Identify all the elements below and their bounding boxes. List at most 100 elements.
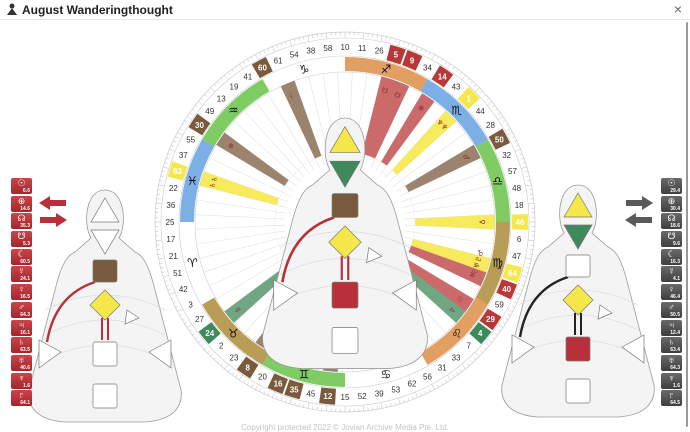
gate-number[interactable]: 2 <box>219 342 224 351</box>
gate-number[interactable]: 63 <box>173 167 182 176</box>
design-planet-earth[interactable]: ⊕14.6 <box>11 196 32 212</box>
gate-number[interactable]: 57 <box>508 167 517 176</box>
gate-number[interactable]: 35 <box>290 385 299 394</box>
gate-number[interactable]: 51 <box>173 269 182 278</box>
design-planet-jupiter[interactable]: ♃16.1 <box>11 320 32 336</box>
gate-number[interactable]: 11 <box>358 44 367 53</box>
gate-number[interactable]: 54 <box>290 51 299 60</box>
personality-planet-mercury[interactable]: ☿4.1 <box>661 266 682 282</box>
gate-number[interactable]: 29 <box>486 315 495 324</box>
personality-planet-saturn[interactable]: ♄63.4 <box>661 337 682 353</box>
gate-number[interactable]: 59 <box>495 300 504 309</box>
gate-number[interactable]: 53 <box>391 385 400 394</box>
personality-planet-mars[interactable]: ♂50.5 <box>661 302 682 318</box>
gate-number[interactable]: 16 <box>274 380 283 389</box>
design-planet-sun[interactable]: ☉6.6 <box>11 178 32 194</box>
gate-number[interactable]: 15 <box>341 393 350 402</box>
personality-planet-venus[interactable]: ♀46.4 <box>661 284 682 300</box>
gate-number[interactable]: 26 <box>375 46 384 55</box>
gate-number[interactable]: 58 <box>323 44 332 53</box>
planet-gate-value: 60.5 <box>20 259 30 265</box>
gate-number[interactable]: 34 <box>423 64 432 73</box>
personality-planet-jupiter[interactable]: ♃12.4 <box>661 320 682 336</box>
gate-number[interactable]: 50 <box>495 136 504 145</box>
gate-number[interactable]: 23 <box>230 353 239 362</box>
design-planet-uranus[interactable]: ♅40.6 <box>11 355 32 371</box>
gate-number[interactable]: 48 <box>512 184 521 193</box>
gate-number[interactable]: 46 <box>516 218 525 227</box>
gate-number[interactable]: 13 <box>217 94 226 103</box>
gate-number[interactable]: 43 <box>452 83 461 92</box>
gate-number[interactable]: 33 <box>452 353 461 362</box>
gate-number[interactable]: 31 <box>438 364 447 373</box>
throat-center <box>93 260 117 282</box>
gate-number[interactable]: 27 <box>195 315 204 324</box>
gate-number[interactable]: 21 <box>169 252 178 261</box>
gate-number[interactable]: 38 <box>306 46 315 55</box>
gate-number[interactable]: 36 <box>166 201 175 210</box>
gate-number[interactable]: 30 <box>195 121 204 130</box>
gate-number[interactable]: 5 <box>394 51 399 60</box>
gate-number[interactable]: 20 <box>258 372 267 381</box>
gate-number[interactable]: 32 <box>502 151 511 160</box>
gate-number[interactable]: 8 <box>246 364 251 373</box>
gate-number[interactable]: 10 <box>341 43 350 52</box>
planet-gate-value: 24.1 <box>20 276 30 282</box>
gate-number[interactable]: 12 <box>323 392 332 401</box>
design-planet-south-node[interactable]: ☋5.3 <box>11 231 32 247</box>
design-planet-moon[interactable]: ☾60.5 <box>11 249 32 265</box>
personality-planet-earth[interactable]: ⊕30.4 <box>661 196 682 212</box>
gate-number[interactable]: 24 <box>205 329 214 338</box>
gate-number[interactable]: 44 <box>476 107 485 116</box>
design-planet-north-node[interactable]: ☊35.3 <box>11 213 32 229</box>
gate-number[interactable]: 1 <box>467 94 472 103</box>
gate-number[interactable]: 7 <box>467 342 472 351</box>
gate-number[interactable]: 55 <box>186 136 195 145</box>
planet-gate-value: 40.6 <box>20 365 30 371</box>
gate-number[interactable]: 3 <box>188 300 193 309</box>
gate-number[interactable]: 39 <box>375 390 384 399</box>
virgo-icon: ♍ <box>492 256 503 270</box>
mars-icon: ♂ <box>11 302 32 312</box>
personality-planet-sun[interactable]: ☉29.4 <box>661 178 682 194</box>
personality-planet-uranus[interactable]: ♅64.3 <box>661 355 682 371</box>
personality-planet-pluto[interactable]: ♇64.5 <box>661 390 682 406</box>
gate-number[interactable]: 60 <box>258 64 267 73</box>
gate-number[interactable]: 41 <box>243 72 252 81</box>
personality-planet-south-node[interactable]: ☋9.6 <box>661 231 682 247</box>
gate-number[interactable]: 6 <box>517 235 522 244</box>
gate-number[interactable]: 19 <box>230 83 239 92</box>
gate-number[interactable]: 9 <box>410 56 415 65</box>
personality-planet-neptune[interactable]: ♆1.6 <box>661 373 682 389</box>
design-planet-neptune[interactable]: ♆1.6 <box>11 373 32 389</box>
gate-number[interactable]: 64 <box>508 269 517 278</box>
gate-number[interactable]: 40 <box>502 285 511 294</box>
design-planet-saturn[interactable]: ♄63.5 <box>11 337 32 353</box>
personality-planet-north-node[interactable]: ☊18.6 <box>661 213 682 229</box>
gate-number[interactable]: 49 <box>205 107 214 116</box>
design-planet-venus[interactable]: ♀16.5 <box>11 284 32 300</box>
design-planet-mercury[interactable]: ☿24.1 <box>11 266 32 282</box>
design-planet-mars[interactable]: ♂64.3 <box>11 302 32 318</box>
gate-number[interactable]: 4 <box>478 329 483 338</box>
gate-number[interactable]: 42 <box>179 285 188 294</box>
gate-number[interactable]: 45 <box>306 390 315 399</box>
arrow-left-icon <box>39 196 66 210</box>
gate-number[interactable]: 62 <box>408 380 417 389</box>
gate-number[interactable]: 56 <box>423 372 432 381</box>
gate-number[interactable]: 17 <box>166 235 175 244</box>
gate-number[interactable]: 47 <box>512 252 521 261</box>
gate-number[interactable]: 28 <box>486 121 495 130</box>
gate-number[interactable]: 25 <box>166 218 175 227</box>
gate-number[interactable]: 18 <box>515 201 524 210</box>
gate-number[interactable]: 14 <box>438 72 447 81</box>
gate-number[interactable]: 22 <box>169 184 178 193</box>
planet-gate-value: 6.6 <box>23 188 30 194</box>
gate-number[interactable]: 61 <box>274 56 283 65</box>
gate-number[interactable]: 52 <box>358 392 367 401</box>
gate-number[interactable]: 37 <box>179 151 188 160</box>
personality-planet-moon[interactable]: ☾16.3 <box>661 249 682 265</box>
design-planet-pluto[interactable]: ♇64.1 <box>11 390 32 406</box>
throat-center <box>332 194 358 218</box>
